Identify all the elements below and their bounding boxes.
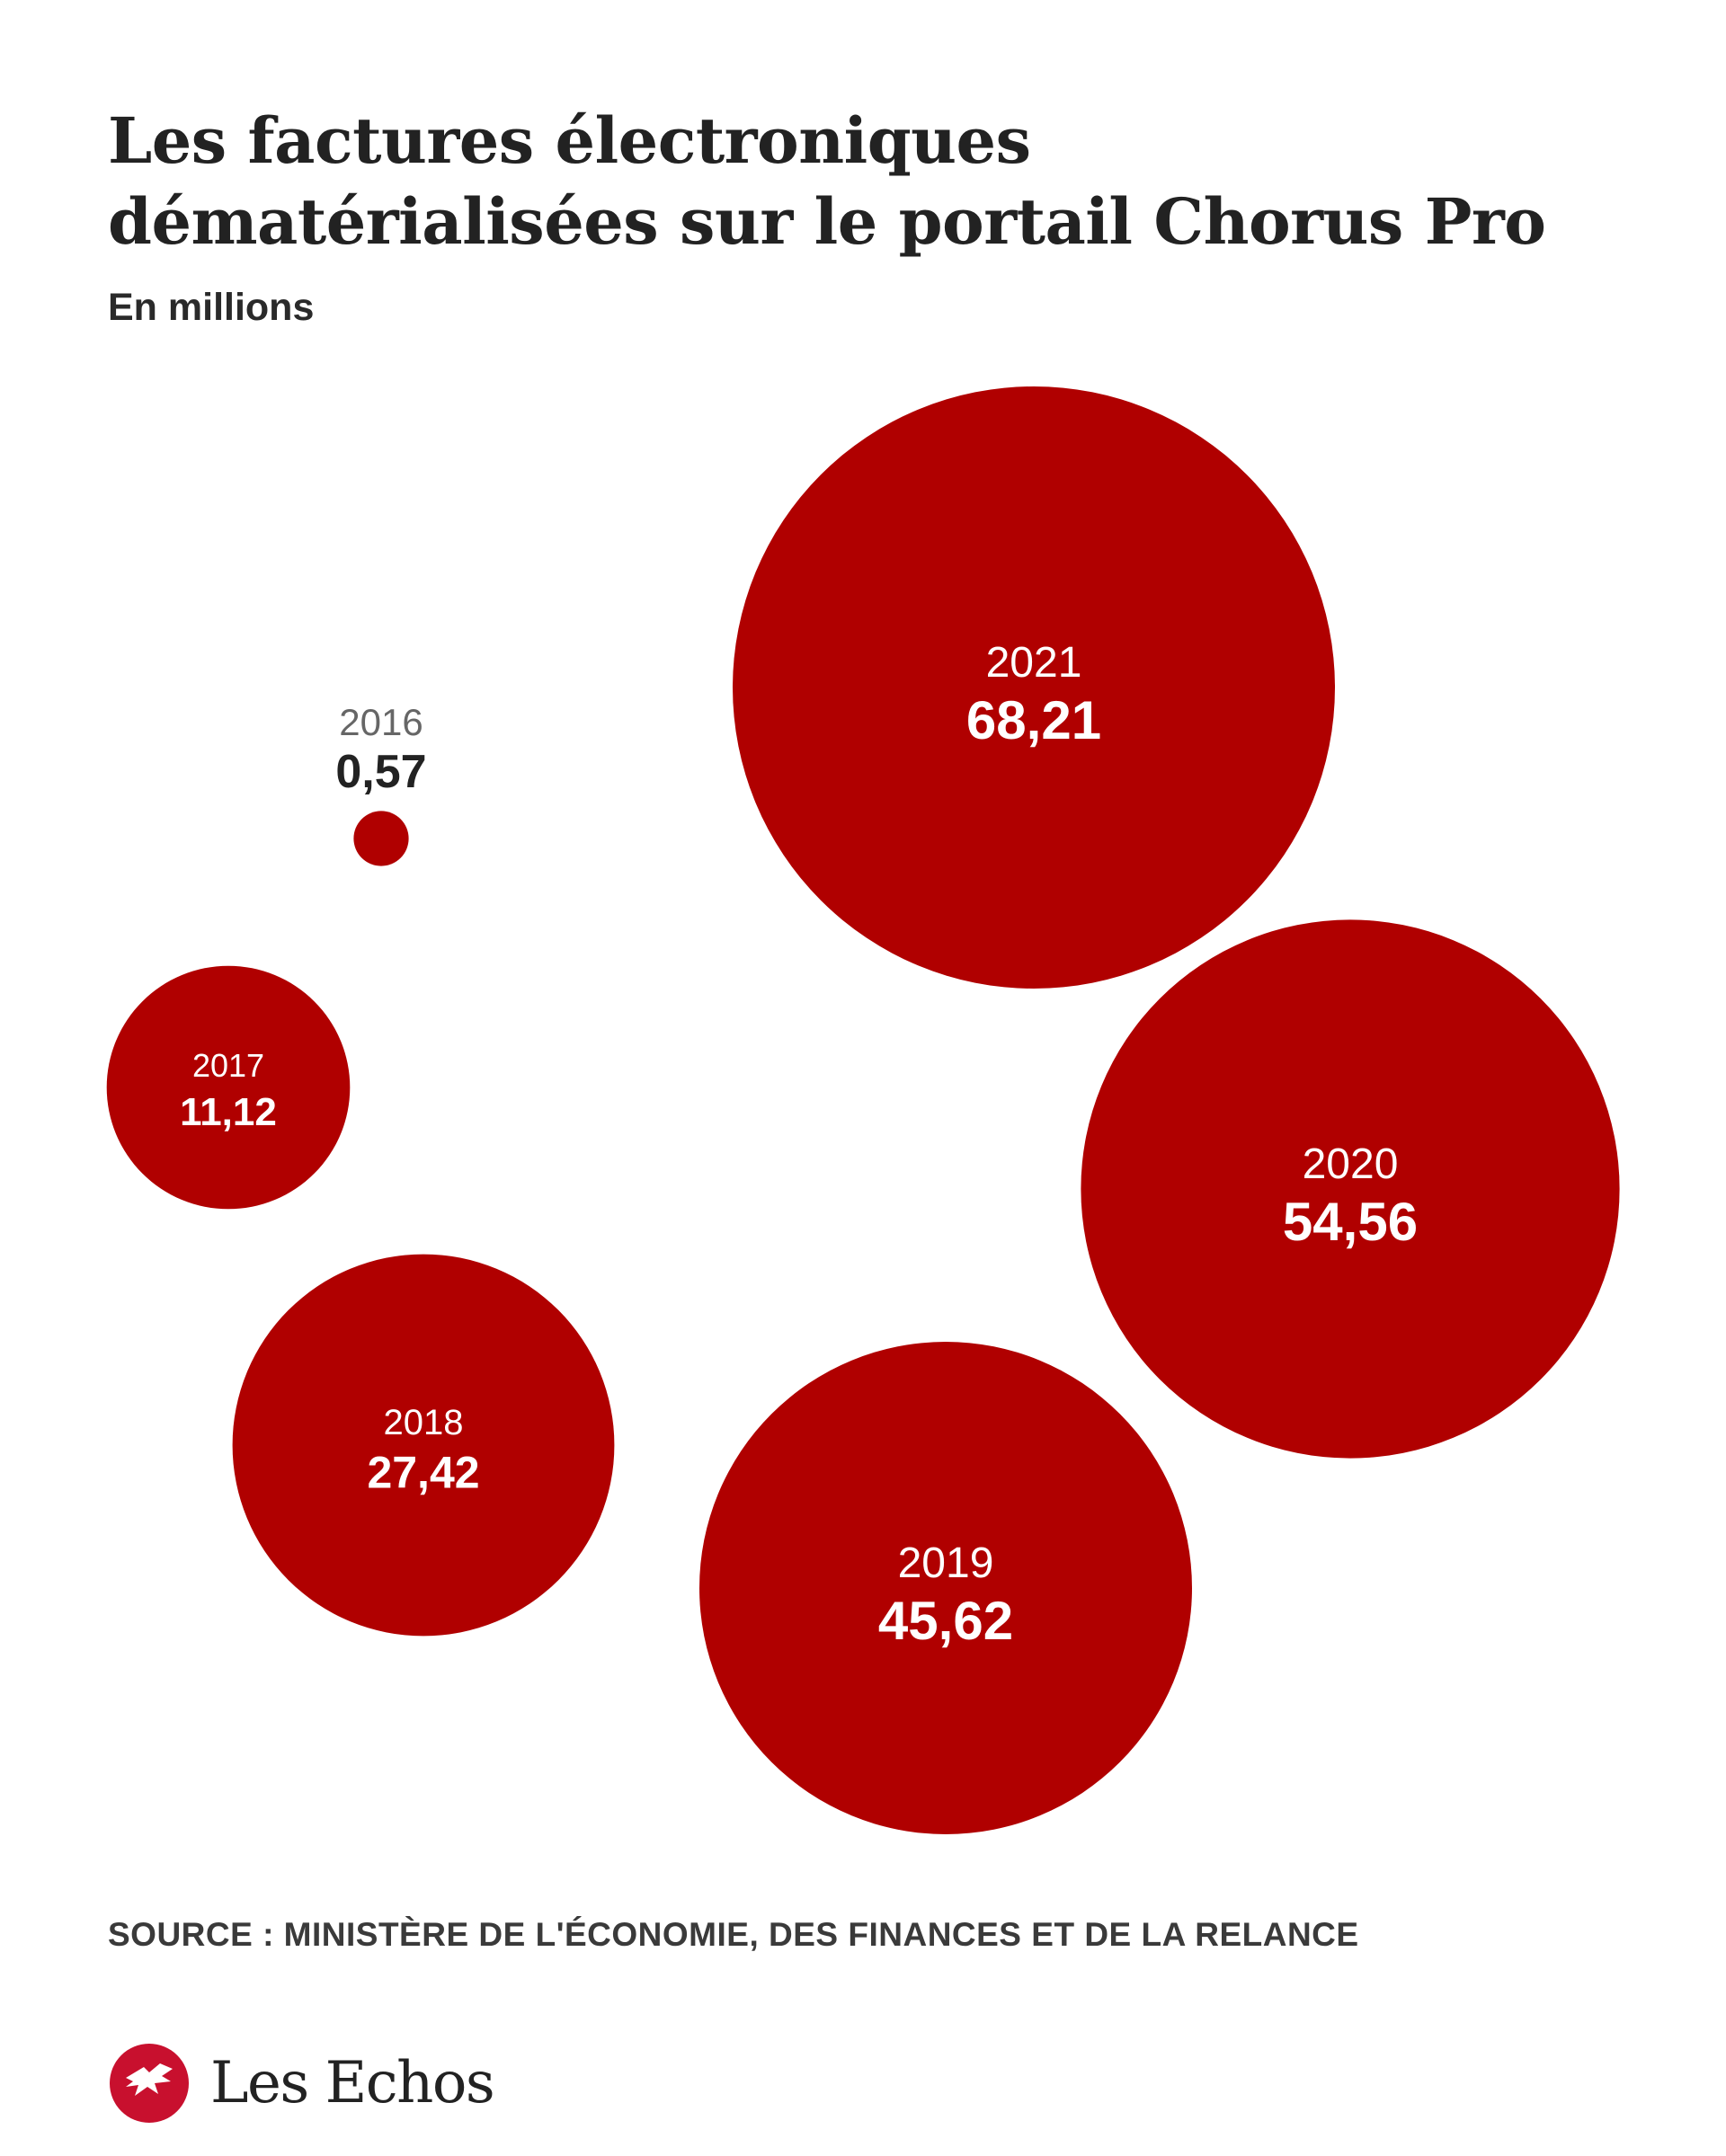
chart-title-line-2: dématérialisées sur le portail Chorus Pr…: [108, 184, 1546, 259]
bubble-value-label-2018: 27,42: [367, 1448, 479, 1498]
bubble-year-label-2017: 2017: [192, 1047, 264, 1084]
bubble-circle-2018: [232, 1254, 615, 1637]
chart-title-line-1: Les factures électroniques: [108, 103, 1031, 178]
brand: Les Echos: [108, 2038, 495, 2128]
bubble-2017: 2017 11,12: [106, 965, 351, 1210]
bubble-value-label-2017: 11,12: [180, 1090, 277, 1134]
bubble-year-label-2016: 2016: [339, 701, 423, 743]
bubble-circle-2020: [1081, 919, 1620, 1459]
bubble-circle-2019: [699, 1342, 1192, 1834]
source-note: SOURCE : MINISTÈRE DE L'ÉCONOMIE, DES FI…: [108, 1916, 1359, 1953]
bubble-value-label-2020: 54,56: [1283, 1192, 1418, 1252]
bubble-year-label-2020: 2020: [1303, 1140, 1399, 1188]
bubble-year-label-2021: 2021: [986, 639, 1082, 687]
bubble-chart: 20160,57201711,12201827,42201945,6220205…: [106, 386, 1620, 1834]
bubble-year-label-2018: 2018: [384, 1403, 464, 1442]
bubble-value-label-2019: 45,62: [878, 1591, 1013, 1651]
chart-title: Les factures électroniques dématérialisé…: [108, 101, 1654, 262]
bubble-circle-2021: [733, 386, 1335, 989]
bubble-value-label-2021: 68,21: [966, 690, 1101, 750]
bubble-circle-2016: [353, 811, 409, 866]
chart-subtitle: En millions: [108, 286, 315, 329]
les-echos-logo-icon: [110, 2044, 189, 2123]
bubble-year-label-2019: 2019: [898, 1539, 994, 1587]
bubble-value-label-2016: 0,57: [335, 746, 426, 798]
bubble-2018: 2018 27,42: [232, 1254, 615, 1637]
bubble-circle-2017: [106, 965, 351, 1210]
brand-name: Les Echos: [210, 2050, 495, 2116]
